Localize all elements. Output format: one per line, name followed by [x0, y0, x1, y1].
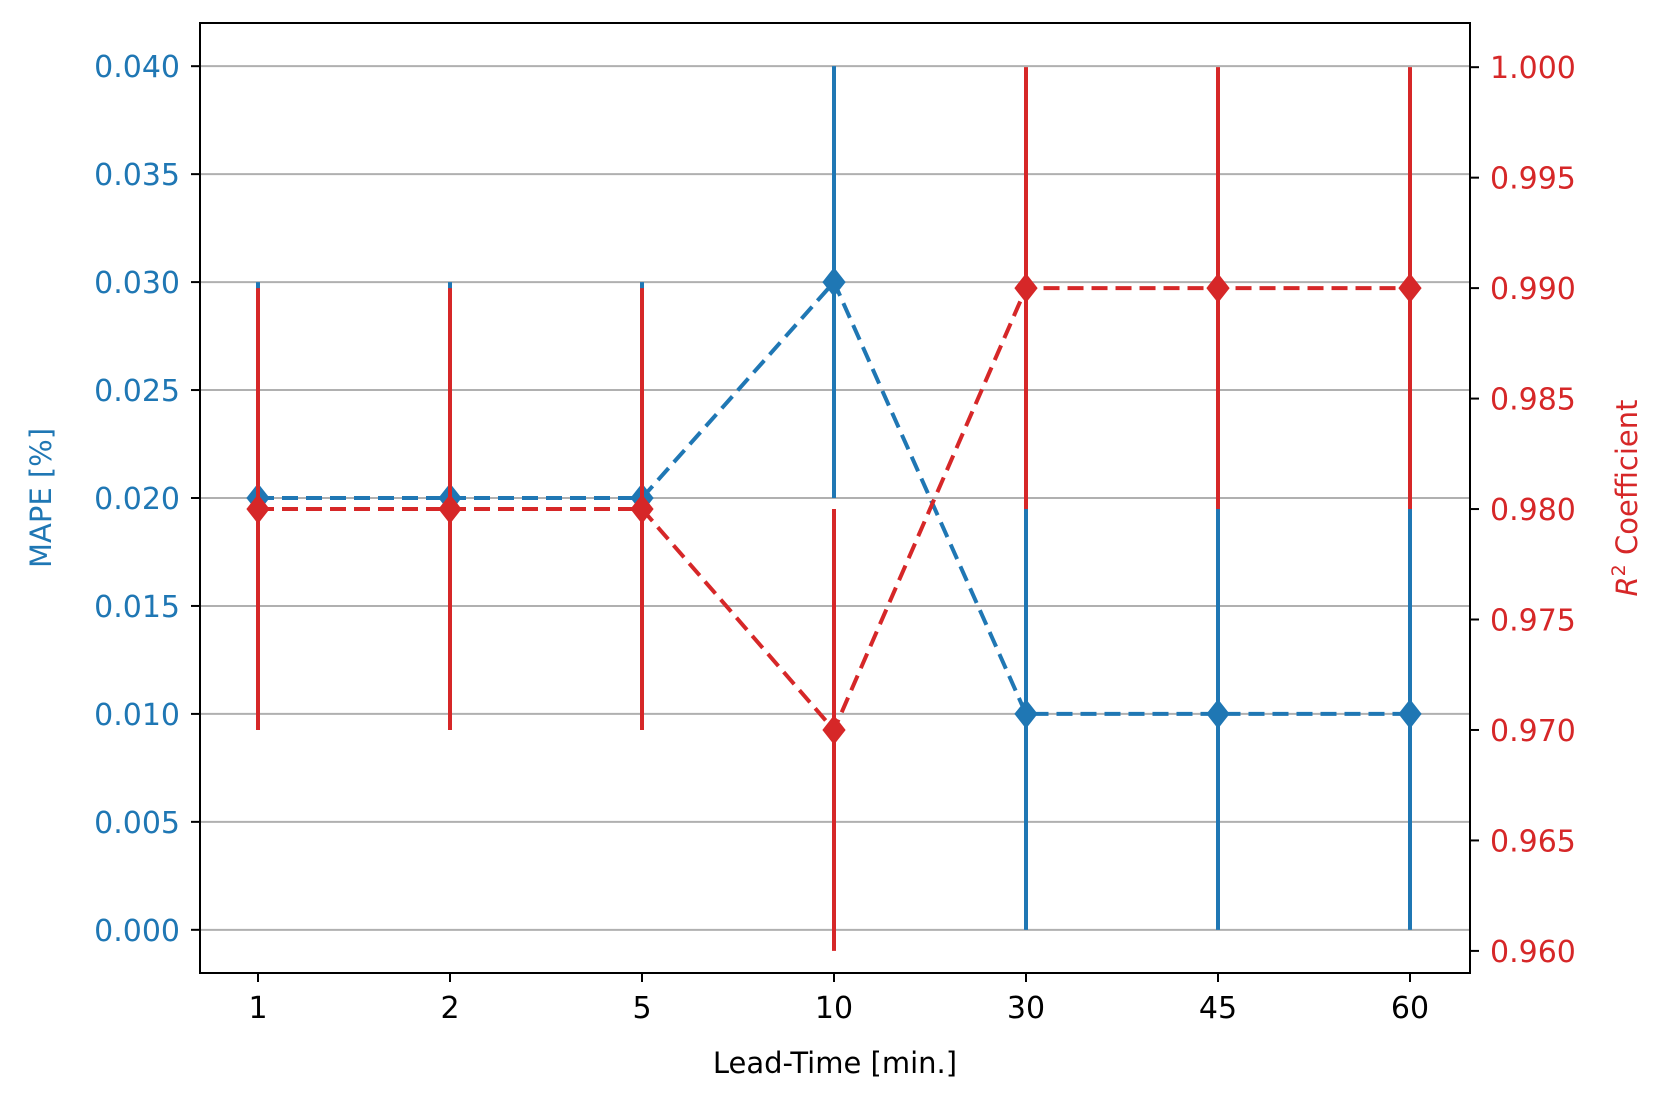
data-point [1398, 273, 1422, 303]
x-tick-label: 5 [632, 991, 651, 1026]
left-y-axis-title: MAPE [%] [24, 428, 58, 568]
right-y-axis-title-rest: Coefficient [1610, 400, 1644, 565]
x-tick-label: 45 [1199, 991, 1237, 1026]
right-y-axis-title: R2 Coefficient [1608, 400, 1644, 597]
x-tick-label: 2 [440, 991, 459, 1026]
data-point [630, 494, 654, 524]
left-tick-label: 0.020 [94, 482, 180, 517]
left-tick-label: 0.035 [94, 158, 180, 193]
right-tick-label: 0.980 [1490, 493, 1576, 528]
right-tick-label: 1.000 [1490, 51, 1576, 86]
x-tick-label: 10 [815, 991, 853, 1026]
series-layer [246, 66, 1422, 951]
data-point [1206, 273, 1230, 303]
right-tick-label: 0.965 [1490, 824, 1576, 859]
left-tick-label: 0.005 [94, 806, 180, 841]
data-point [1014, 273, 1038, 303]
data-point [1014, 699, 1038, 729]
data-point [822, 267, 846, 297]
right-tick-label: 0.990 [1490, 272, 1576, 307]
x-tick-label: 1 [248, 991, 267, 1026]
axes: 0.000 0.005 0.010 0.015 0.020 0.025 0.030 0.035… [94, 50, 1576, 1026]
right-y-axis-title-sup: 2 [1608, 564, 1630, 576]
x-axis-title: Lead-Time [min.] [713, 1046, 957, 1080]
left-tick-label: 0.010 [94, 698, 180, 733]
left-tick-label: 0.015 [94, 590, 180, 625]
x-tick-label: 30 [1007, 991, 1045, 1026]
right-tick-label: 0.975 [1490, 604, 1576, 639]
left-tick-label: 0.030 [94, 266, 180, 301]
series-right [246, 67, 1422, 951]
right-y-axis-title-r: R [1610, 576, 1644, 596]
data-point [438, 494, 462, 524]
right-tick-label: 0.995 [1490, 162, 1576, 197]
left-tick-label: 0.040 [94, 50, 180, 85]
data-point [246, 494, 270, 524]
right-tick-label: 0.985 [1490, 383, 1576, 418]
data-point [822, 715, 846, 745]
x-tick-label: 60 [1391, 991, 1429, 1026]
data-point [1206, 699, 1230, 729]
data-point [1398, 699, 1422, 729]
left-tick-label: 0.000 [94, 914, 180, 949]
right-tick-label: 0.970 [1490, 714, 1576, 749]
left-tick-label: 0.025 [94, 374, 180, 409]
right-tick-label: 0.960 [1490, 935, 1576, 970]
